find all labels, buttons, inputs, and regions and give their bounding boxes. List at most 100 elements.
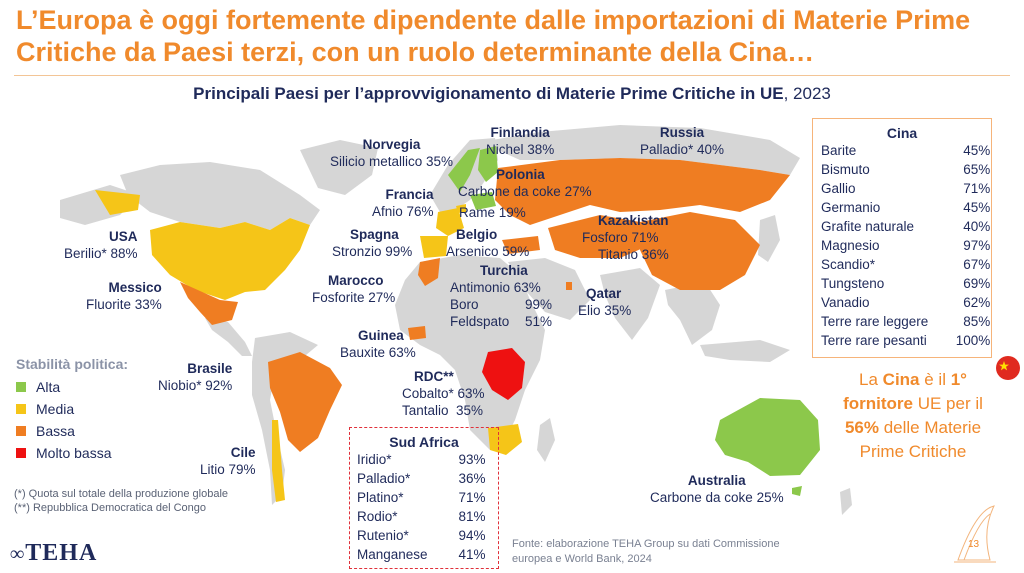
- label-norvegia: Norvegia Silicio metallico 35%: [330, 137, 454, 169]
- south-africa-row: Manganese 41%: [357, 545, 486, 564]
- china-table: Barite 45% Bismuto 65% Gallio 71% Germanio 45% G…: [821, 141, 990, 350]
- south-africa-row: Rodio* 81%: [357, 507, 486, 526]
- australia-region: [715, 398, 820, 476]
- political-stability-legend: Stabilità politica: Alta Media Bassa Mol…: [16, 356, 128, 464]
- legend-item-media: Media: [16, 398, 128, 420]
- turkey-region: [502, 236, 540, 254]
- china-share: 45%: [963, 200, 991, 215]
- china-panel-title: Cina: [886, 125, 918, 141]
- china-share: 62%: [963, 295, 991, 310]
- china-flag-icon: [996, 356, 1020, 380]
- finland-region: [478, 146, 498, 182]
- label-belgio: Belgio Arsenico 59%: [446, 227, 530, 259]
- china-share: 100%: [955, 333, 991, 348]
- legend-title: Stabilità politica:: [16, 356, 129, 372]
- label-cile: Cile Litio 79%: [200, 445, 256, 477]
- norway-region: [448, 148, 480, 192]
- china-share: 67%: [963, 257, 991, 272]
- label-usa: USA Berilio* 88%: [64, 229, 138, 261]
- south-africa-panel: Sud Africa Iridio* 93% Palladio* 36% Platino…: [349, 427, 499, 569]
- china-share: 65%: [963, 162, 991, 177]
- brazil-region: [268, 352, 342, 452]
- china-share: 97%: [963, 238, 991, 253]
- china-share: 71%: [963, 181, 991, 196]
- source-note: Fonte: elaborazione TEHA Group su dati C…: [512, 538, 780, 565]
- south-africa-panel-title: Sud Africa: [389, 434, 459, 450]
- china-share: 40%: [963, 219, 991, 234]
- china-material: Grafite naturale: [821, 219, 915, 234]
- label-qatar: Qatar Elio 35%: [578, 286, 632, 318]
- south-africa-row: Palladio* 36%: [357, 469, 486, 488]
- south-africa-row: Rutenio* 94%: [357, 526, 486, 545]
- map-subtitle: Principali Paesi per l’approvvigionament…: [193, 84, 831, 103]
- south-africa-material: Palladio*: [357, 471, 411, 486]
- label-francia: Francia Afnio 76%: [372, 187, 434, 219]
- china-row: Germanio 45%: [821, 198, 990, 217]
- china-row: Terre rare pesanti 100%: [821, 331, 990, 350]
- footnotes: (*) Quota sul totale della produzione gl…: [14, 488, 229, 514]
- legend-item-alta: Alta: [16, 376, 128, 398]
- label-turchia: Turchia Antimonio 63% Boro 99% Feldspato 5…: [450, 263, 552, 329]
- legend-item-molto-bassa: Molto bassa: [16, 442, 128, 464]
- china-callout: La Cina è il 1° fornitore UE per il 56% …: [843, 370, 983, 461]
- south-africa-share: 41%: [458, 547, 486, 562]
- label-rdc: RDC** Cobalto* 63% Tantalio 35%: [402, 369, 485, 418]
- china-row: Bismuto 65%: [821, 160, 990, 179]
- china-material: Barite: [821, 143, 857, 158]
- china-row: Grafite naturale 40%: [821, 217, 990, 236]
- south-africa-share: 36%: [458, 471, 486, 486]
- china-row: Tungsteno 69%: [821, 274, 990, 293]
- label-marocco: Marocco Fosforite 27%: [312, 273, 396, 305]
- china-row: Terre rare leggere 85%: [821, 312, 990, 331]
- label-brasile: Brasile Niobio* 92%: [158, 361, 233, 393]
- south-africa-share: 71%: [458, 490, 486, 505]
- chile-region: [272, 420, 285, 502]
- usa-region: [150, 218, 310, 300]
- south-africa-material: Rodio*: [357, 509, 398, 524]
- china-material: Terre rare leggere: [821, 314, 929, 329]
- label-messico: Messico Fluorite 33%: [86, 280, 162, 312]
- poland-region: [470, 192, 496, 210]
- label-finlandia: Finlandia Nichel 38%: [486, 125, 555, 157]
- label-guinea: Guinea Bauxite 63%: [340, 328, 416, 360]
- spain-region: [420, 236, 448, 258]
- label-rame: Rame 19%: [459, 205, 526, 220]
- china-share: 85%: [963, 314, 991, 329]
- china-share: 69%: [963, 276, 991, 291]
- label-russia: Russia Palladio* 40%: [640, 125, 725, 157]
- label-spagna: Spagna Stronzio 99%: [332, 227, 413, 259]
- south-africa-share: 81%: [458, 509, 486, 524]
- south-africa-table: Iridio* 93% Palladio* 36% Platino* 71% Rodio* 8…: [357, 450, 486, 564]
- south-africa-share: 94%: [458, 528, 486, 543]
- kazakhstan-region: [548, 215, 650, 258]
- south-africa-material: Iridio*: [357, 452, 392, 467]
- china-row: Barite 45%: [821, 141, 990, 160]
- china-row: Scandio* 67%: [821, 255, 990, 274]
- page-number-badge: 13: [954, 505, 996, 563]
- label-australia: Australia Carbone da coke 25%: [650, 473, 784, 505]
- south-africa-row: Iridio* 93%: [357, 450, 486, 469]
- china-material: Scandio*: [821, 257, 876, 272]
- south-africa-share: 93%: [458, 452, 486, 467]
- mexico-region: [180, 282, 238, 325]
- title-divider: [14, 75, 1010, 76]
- china-material: Germanio: [821, 200, 881, 215]
- south-africa-material: Platino*: [357, 490, 404, 505]
- china-row: Gallio 71%: [821, 179, 990, 198]
- teha-logo-icon: ∞: [10, 543, 26, 565]
- china-material: Bismuto: [821, 162, 870, 177]
- page-number: 13: [968, 539, 980, 550]
- france-region: [436, 208, 464, 236]
- south-africa-region: [488, 424, 522, 455]
- china-share: 45%: [963, 143, 991, 158]
- china-region: [640, 212, 760, 290]
- teha-logo: ∞TEHA: [10, 540, 98, 566]
- south-africa-material: Rutenio*: [357, 528, 409, 543]
- label-kazakistan: Kazakistan Fosforo 71% Titanio 36%: [582, 213, 669, 262]
- drc-region: [482, 348, 525, 400]
- guinea-region: [408, 326, 426, 340]
- china-material: Gallio: [821, 181, 856, 196]
- china-material: Vanadio: [821, 295, 870, 310]
- china-material: Magnesio: [821, 238, 880, 253]
